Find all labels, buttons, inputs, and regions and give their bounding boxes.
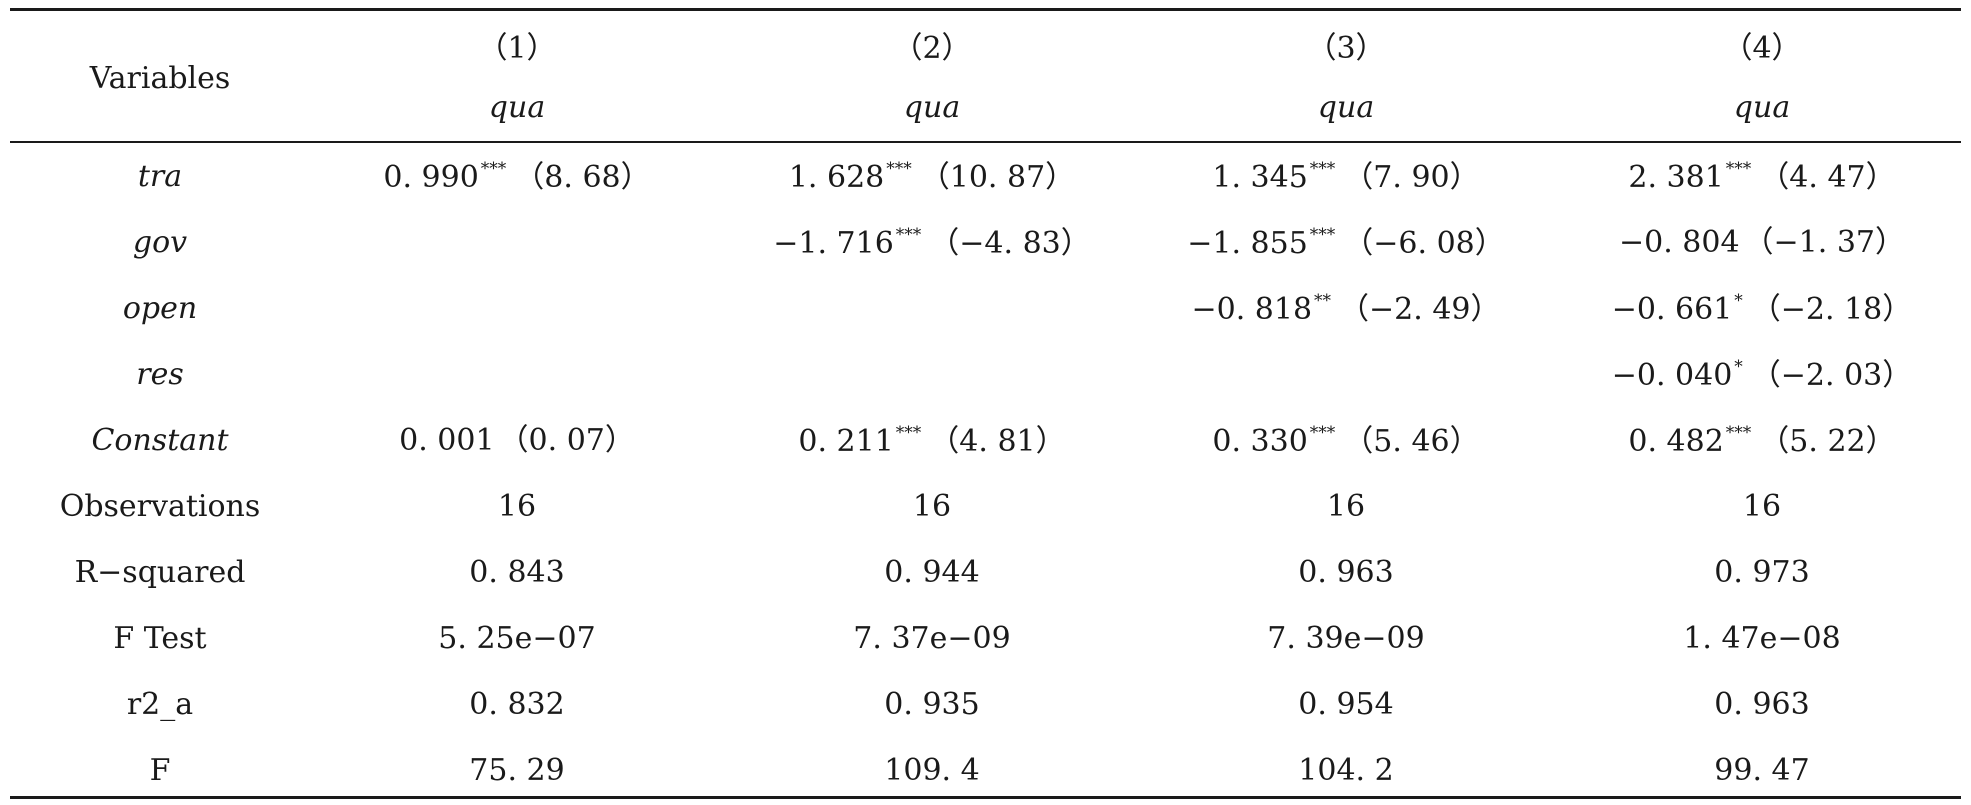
top-rule [10,8,1961,11]
stat-label: r2_a [126,687,194,722]
header-rule [10,141,1961,143]
stat-label: Observations [59,489,261,524]
stat-value: 0. 963 [1298,555,1394,590]
coefficient-value: 0. 482 [1628,423,1724,459]
significance-stars: *** [480,159,507,180]
significance-stars: *** [895,225,922,246]
significance-stars: * [1734,291,1743,312]
model-4-number: （4） [1722,31,1802,66]
model-4-dep-var: qua [1733,90,1791,125]
coefficient-value: −1. 716 [773,225,894,261]
coefficient-cell: 0. 990 *** （8. 68） [383,161,650,193]
bottom-rule [10,796,1961,799]
variable-label: gov [132,225,188,260]
coefficient-cell: −0. 661 * （−2. 18） [1612,293,1913,325]
stat-label: F Test [113,621,207,656]
variable-label: res [136,357,184,392]
model-3-dep-var: qua [1317,90,1375,125]
stat-value: 0. 944 [884,555,980,590]
stat-value: 0. 963 [1714,687,1810,722]
model-1-dep-var: qua [488,90,546,125]
significance-stars: *** [1309,159,1336,180]
t-statistic: （5. 22） [1759,423,1896,459]
coefficient-value: −0. 804 [1618,225,1740,260]
stat-value: 16 [497,489,537,524]
stat-value: 75. 29 [469,753,565,788]
stat-value: 16 [912,489,952,524]
stat-value: 0. 973 [1714,555,1810,590]
t-statistic: （4. 81） [929,423,1066,459]
coefficient-cell: 0. 211 *** （4. 81） [798,425,1065,457]
stat-value: 99. 47 [1714,753,1810,788]
coefficient-value: 1. 628 [788,159,885,195]
coefficient-cell: −0. 804 （−1. 37） [1619,228,1905,258]
significance-stars: ** [1314,291,1332,312]
coefficient-value: −0. 040 [1611,357,1733,393]
coefficient-value: −0. 661 [1611,291,1733,327]
coefficient-value: 2. 381 [1628,159,1724,195]
t-statistic: （−2. 18） [1750,291,1913,327]
t-statistic: （−4. 83） [929,225,1091,261]
coefficient-value: 0. 990 [383,159,479,195]
stat-value: 0. 954 [1298,687,1394,722]
coefficient-value: −1. 855 [1187,225,1308,261]
variable-label: tra [137,159,183,194]
t-statistic: （0. 07） [498,423,635,458]
stat-value: 7. 37e−09 [853,621,1011,656]
model-2-number: （2） [892,31,972,66]
t-statistic: （−1. 37） [1743,225,1906,260]
coefficient-cell: 0. 482 *** （5. 22） [1628,425,1895,457]
t-statistic: （4. 47） [1759,159,1896,195]
coefficient-value: 0. 330 [1212,423,1308,459]
coefficient-cell: −0. 040 * （−2. 03） [1612,359,1913,391]
stat-value: 5. 25e−07 [438,621,596,656]
coefficient-value: 1. 345 [1212,159,1308,195]
stat-value: 109. 4 [884,753,980,788]
significance-stars: *** [895,423,922,444]
significance-stars: *** [886,159,912,180]
stat-value: 0. 832 [469,687,565,722]
stat-value: 7. 39e−09 [1267,621,1425,656]
stat-value: 0. 935 [884,687,980,722]
model-2-dep-var: qua [903,90,961,125]
stat-value: 0. 843 [469,555,565,590]
model-1-number: （1） [477,31,557,66]
stat-value: 104. 2 [1298,753,1394,788]
stat-label: R−squared [74,555,246,590]
variable-label: Constant [91,423,229,458]
significance-stars: *** [1725,159,1752,180]
stat-value: 16 [1742,489,1782,524]
coefficient-cell: −0. 818 ** （−2. 49） [1191,293,1500,325]
significance-stars: *** [1309,225,1336,246]
t-statistic: （−6. 08） [1343,225,1505,261]
stat-value: 16 [1326,489,1366,524]
coefficient-value: −0. 818 [1191,291,1313,327]
coefficient-value: 0. 001 [399,423,495,458]
significance-stars: *** [1725,423,1752,444]
t-statistic: （8. 68） [514,159,651,195]
model-3-number: （3） [1306,31,1386,66]
coefficient-cell: 1. 345 *** （7. 90） [1212,161,1479,193]
stat-label: F [149,753,171,788]
t-statistic: （−2. 49） [1339,291,1501,327]
t-statistic: （10. 87） [919,159,1076,195]
t-statistic: （7. 90） [1343,159,1480,195]
coefficient-value: 0. 211 [798,423,894,459]
significance-stars: * [1734,357,1743,378]
variables-header: Variables [89,61,231,96]
t-statistic: （−2. 03） [1750,357,1913,393]
variable-label: open [122,291,198,326]
significance-stars: *** [1309,423,1336,444]
coefficient-cell: 1. 628 *** （10. 87） [789,161,1075,193]
coefficient-cell: 0. 330 *** （5. 46） [1212,425,1479,457]
stat-value: 1. 47e−08 [1683,621,1841,656]
t-statistic: （5. 46） [1343,423,1480,459]
coefficient-cell: −1. 855 *** （−6. 08） [1187,227,1505,259]
coefficient-cell: 0. 001 （0. 07） [399,426,635,456]
coefficient-cell: 2. 381 *** （4. 47） [1628,161,1895,193]
coefficient-cell: −1. 716 *** （−4. 83） [773,227,1091,259]
